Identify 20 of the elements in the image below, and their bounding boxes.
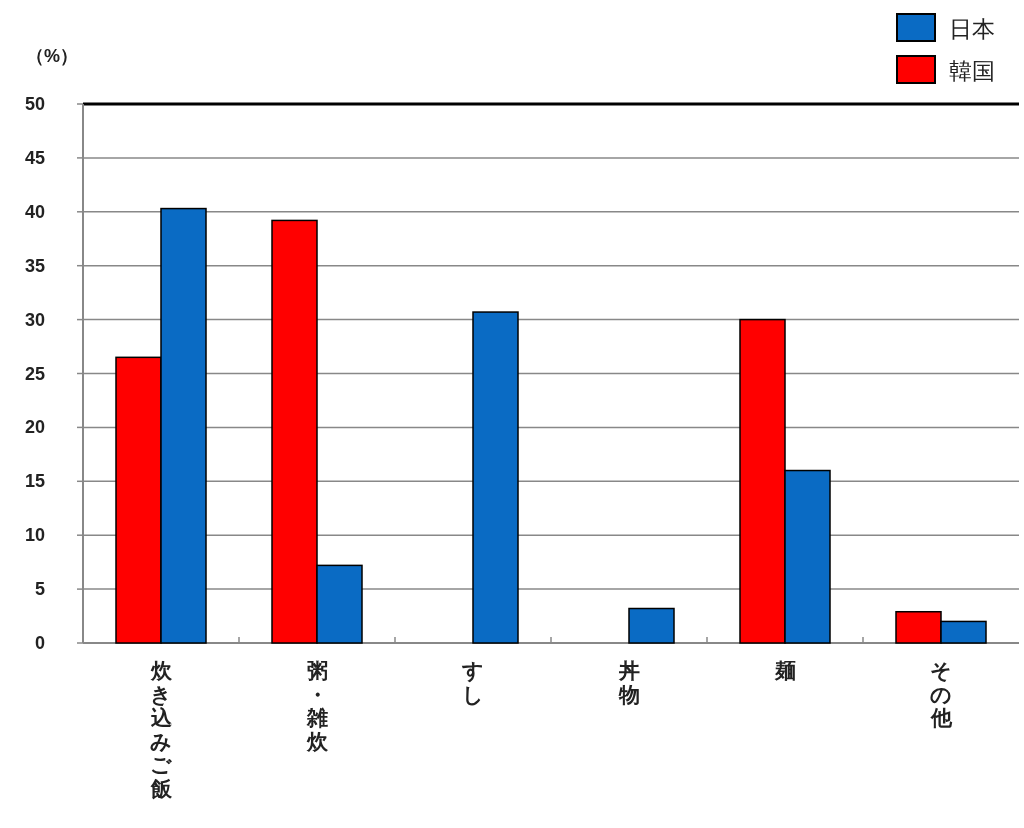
- legend-label: 韓国: [949, 58, 995, 84]
- x-tick-label: 粥・雑炊: [305, 659, 329, 753]
- y-tick-label: 45: [24, 147, 45, 168]
- x-tick-label: すし: [461, 659, 484, 706]
- y-tick-label: 20: [24, 417, 45, 438]
- y-tick-label: 35: [24, 255, 45, 276]
- y-tick-label: 5: [34, 579, 45, 600]
- y-tick-label: 40: [24, 201, 45, 222]
- x-tick-label: 炊き込みご飯: [149, 659, 173, 800]
- y-axis-title: （%）: [25, 46, 79, 66]
- x-tick-label: 麺: [773, 659, 796, 682]
- y-tick-label: 50: [24, 94, 45, 114]
- x-tick-label: その他: [929, 659, 953, 729]
- x-tick-label: 丼物: [617, 659, 640, 706]
- y-tick-label: 30: [24, 309, 45, 330]
- legend-label: 日本: [949, 16, 995, 42]
- y-tick-label: 25: [24, 363, 45, 384]
- y-tick-label: 0: [34, 633, 45, 653]
- y-tick-label: 10: [24, 525, 45, 546]
- y-tick-label: 15: [24, 471, 45, 492]
